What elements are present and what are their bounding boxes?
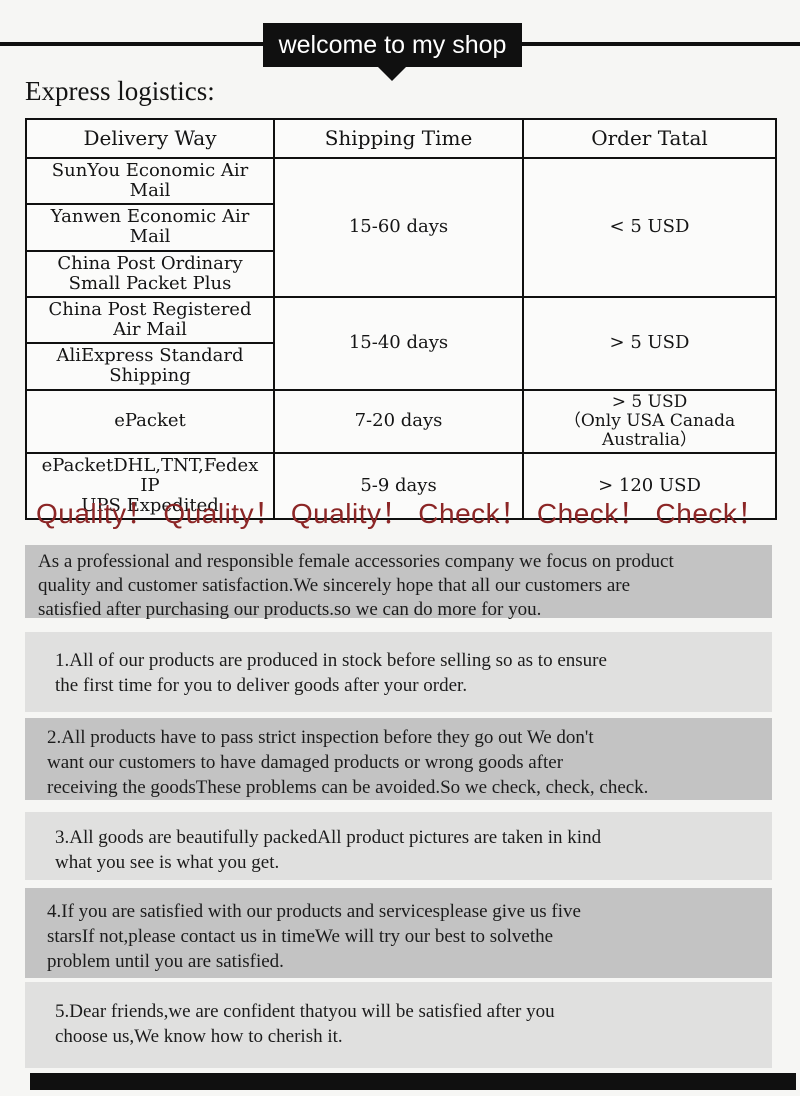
shipping-time-cell: 15-40 days — [273, 295, 524, 391]
table-row: China Post Registered Air Mail 15-40 day… — [25, 295, 777, 391]
table-row: SunYou Economic Air Mail 15-60 days < 5 … — [25, 156, 777, 298]
shipping-time-cell: 7-20 days — [273, 388, 524, 454]
info-paragraph-5: 5.Dear friends,we are confident thatyou … — [25, 982, 772, 1068]
info-paragraph-4: 4.If you are satisfied with our products… — [25, 888, 772, 978]
shipping-time-cell: 15-60 days — [273, 157, 524, 298]
info-paragraph-2: 2.All products have to pass strict inspe… — [25, 718, 772, 800]
col-header-delivery-way: Delivery Way — [25, 118, 275, 159]
shipping-table: Delivery Way Shipping Time Order Tatal S… — [25, 118, 777, 521]
delivery-way-cell: Yanwen Economic Air Mail — [25, 203, 275, 252]
table-row: China Post Ordinary Small Packet Plus — [25, 249, 776, 298]
delivery-way-cell: China Post Registered Air Mail — [25, 295, 275, 345]
delivery-way-cell: ePacketDHL,TNT,Fedex IP UPS Expedited — [25, 451, 275, 521]
table-header-row: Delivery Way Shipping Time Order Tatal — [25, 118, 777, 159]
col-header-order-total: Order Tatal — [522, 118, 777, 159]
info-paragraph-3: 3.All goods are beautifully packedAll pr… — [25, 812, 772, 880]
delivery-way-cell: ePacket — [25, 388, 275, 454]
table-row: ePacketDHL,TNT,Fedex IP UPS Expedited 5-… — [25, 451, 777, 521]
delivery-way-cell: AliExpress Standard Shipping — [25, 342, 275, 391]
table-row: AliExpress Standard Shipping — [25, 342, 776, 391]
info-paragraph-1: 1.All of our products are produced in st… — [25, 632, 772, 712]
delivery-way-cell: SunYou Economic Air Mail — [25, 156, 275, 206]
order-total-cell: < 5 USD — [522, 157, 777, 298]
order-total-cell: > 5 USD （Only USA Canada Australia） — [522, 388, 777, 454]
shipping-time-cell: 5-9 days — [273, 451, 524, 521]
down-arrow-icon — [377, 66, 407, 81]
order-total-cell: > 120 USD — [522, 451, 777, 521]
info-paragraph-intro: As a professional and responsible female… — [25, 545, 772, 620]
table-row: Yanwen Economic Air Mail — [25, 203, 776, 252]
delivery-way-cell: China Post Ordinary Small Packet Plus — [25, 249, 275, 298]
express-logistics-title: Express logistics: — [25, 76, 215, 106]
welcome-banner: welcome to my shop — [263, 23, 522, 67]
quality-heading: Quality！ Quality！ Quality！ Check！ Check！… — [36, 498, 766, 529]
table-row: ePacket 7-20 days > 5 USD （Only USA Cana… — [25, 388, 777, 454]
order-total-cell: > 5 USD — [522, 295, 777, 391]
welcome-banner-label: welcome to my shop — [278, 30, 507, 59]
col-header-shipping-time: Shipping Time — [273, 118, 524, 159]
bottom-divider-bar — [30, 1073, 796, 1090]
